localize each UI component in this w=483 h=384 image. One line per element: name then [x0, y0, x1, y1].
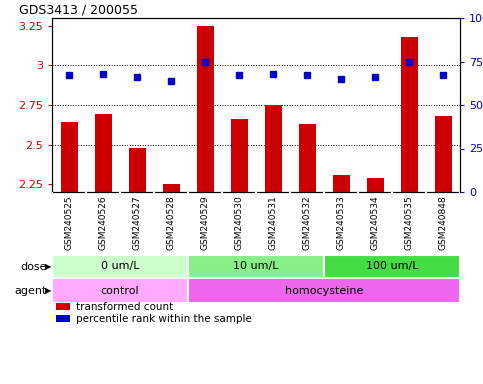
Text: GSM240529: GSM240529: [200, 195, 210, 250]
Text: ▶: ▶: [44, 286, 51, 295]
Bar: [435, 116, 452, 192]
Text: transformed count: transformed count: [76, 301, 174, 311]
Text: GSM240527: GSM240527: [132, 195, 142, 250]
Bar: [324, 255, 460, 278]
Bar: [128, 148, 145, 192]
Bar: [188, 255, 324, 278]
Text: 0 um/L: 0 um/L: [101, 262, 139, 271]
Text: dose: dose: [21, 262, 47, 271]
Text: agent: agent: [15, 285, 47, 296]
Text: GSM240533: GSM240533: [337, 195, 345, 250]
Text: 10 um/L: 10 um/L: [233, 262, 279, 271]
Text: GSM240531: GSM240531: [269, 195, 278, 250]
Bar: [188, 278, 460, 303]
Text: ▶: ▶: [44, 262, 51, 271]
Text: GDS3413 / 200055: GDS3413 / 200055: [19, 4, 138, 17]
Bar: [332, 175, 350, 192]
Bar: [265, 105, 282, 192]
Bar: [400, 37, 417, 192]
Text: percentile rank within the sample: percentile rank within the sample: [76, 314, 252, 324]
Text: GSM240530: GSM240530: [235, 195, 243, 250]
Text: GSM240535: GSM240535: [404, 195, 413, 250]
Bar: [56, 314, 71, 322]
Text: control: control: [100, 285, 139, 296]
Bar: [56, 303, 71, 310]
Bar: [230, 119, 247, 192]
Text: GSM240532: GSM240532: [302, 195, 312, 250]
Text: GSM240526: GSM240526: [99, 195, 108, 250]
Text: 100 um/L: 100 um/L: [366, 262, 418, 271]
Text: GSM240525: GSM240525: [65, 195, 73, 250]
Text: GSM240534: GSM240534: [370, 195, 380, 250]
Text: homocysteine: homocysteine: [285, 285, 363, 296]
Bar: [52, 255, 188, 278]
Bar: [60, 122, 77, 192]
Bar: [95, 114, 112, 192]
Bar: [367, 178, 384, 192]
Bar: [162, 184, 180, 192]
Bar: [52, 278, 188, 303]
Text: GSM240848: GSM240848: [439, 195, 448, 250]
Bar: [197, 26, 213, 192]
Bar: [298, 124, 315, 192]
Text: GSM240528: GSM240528: [167, 195, 175, 250]
